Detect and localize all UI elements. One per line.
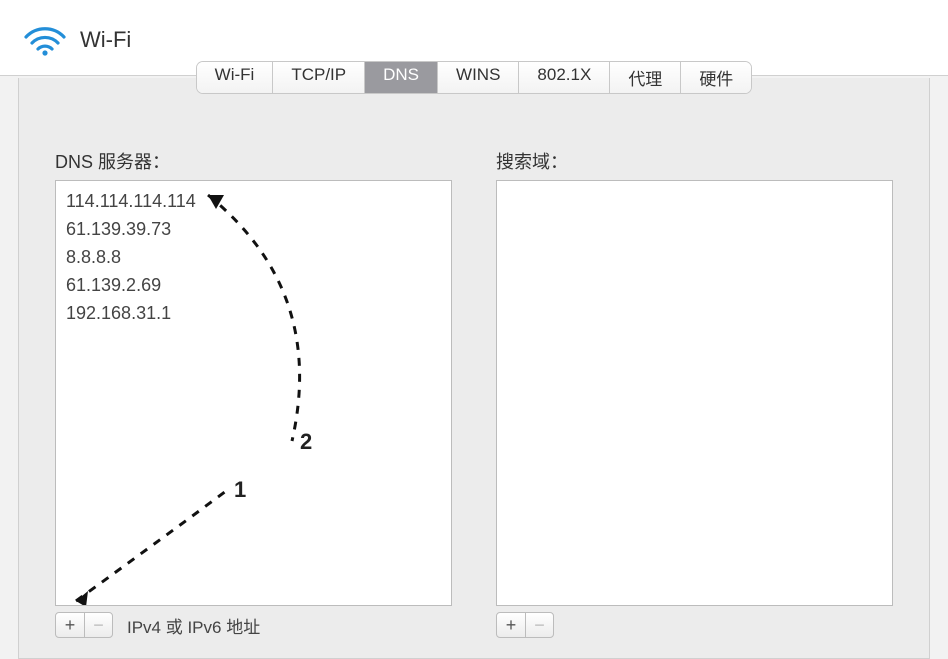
svg-text:1: 1 [234, 477, 246, 502]
search-domains-column: 搜索域： + − [496, 148, 893, 638]
dns-add-remove-group: + − [55, 612, 113, 638]
search-remove-button[interactable]: − [525, 613, 553, 637]
dns-controls-row: + − IPv4 或 IPv6 地址 [55, 612, 452, 638]
page-title: Wi-Fi [80, 27, 131, 53]
tab-tcp/ip[interactable]: TCP/IP [272, 62, 364, 93]
svg-text:2: 2 [300, 429, 312, 454]
tab-dns[interactable]: DNS [364, 62, 437, 93]
tab-硬件[interactable]: 硬件 [680, 62, 751, 93]
dns-remove-button[interactable]: − [84, 613, 112, 637]
tab-bar: Wi-FiTCP/IPDNSWINS802.1X代理硬件 [197, 62, 752, 93]
dns-servers-label: DNS 服务器： [55, 148, 452, 174]
search-domains-list[interactable] [496, 180, 893, 606]
dns-server-item[interactable]: 114.114.114.114 [66, 187, 441, 215]
dns-server-item[interactable]: 61.139.2.69 [66, 271, 441, 299]
search-add-button[interactable]: + [497, 613, 525, 637]
search-controls-row: + − [496, 612, 893, 638]
dns-servers-column: DNS 服务器： 114.114.114.11461.139.39.738.8.… [55, 148, 452, 638]
tabs-container: Wi-FiTCP/IPDNSWINS802.1X代理硬件 [0, 76, 948, 93]
tab-wins[interactable]: WINS [437, 62, 518, 93]
dns-server-item[interactable]: 8.8.8.8 [66, 243, 441, 271]
tab-wi-fi[interactable]: Wi-Fi [197, 62, 273, 93]
search-domains-label: 搜索域： [496, 148, 893, 174]
dns-servers-list[interactable]: 114.114.114.11461.139.39.738.8.8.861.139… [55, 180, 452, 606]
settings-panel: DNS 服务器： 114.114.114.11461.139.39.738.8.… [18, 78, 930, 659]
dns-hint: IPv4 或 IPv6 地址 [127, 613, 260, 638]
tab-802.1x[interactable]: 802.1X [518, 62, 609, 93]
dns-add-button[interactable]: + [56, 613, 84, 637]
dns-server-item[interactable]: 61.139.39.73 [66, 215, 441, 243]
search-add-remove-group: + − [496, 612, 554, 638]
tab-代理[interactable]: 代理 [609, 62, 680, 93]
wifi-icon [22, 23, 68, 57]
dns-server-item[interactable]: 192.168.31.1 [66, 299, 441, 327]
